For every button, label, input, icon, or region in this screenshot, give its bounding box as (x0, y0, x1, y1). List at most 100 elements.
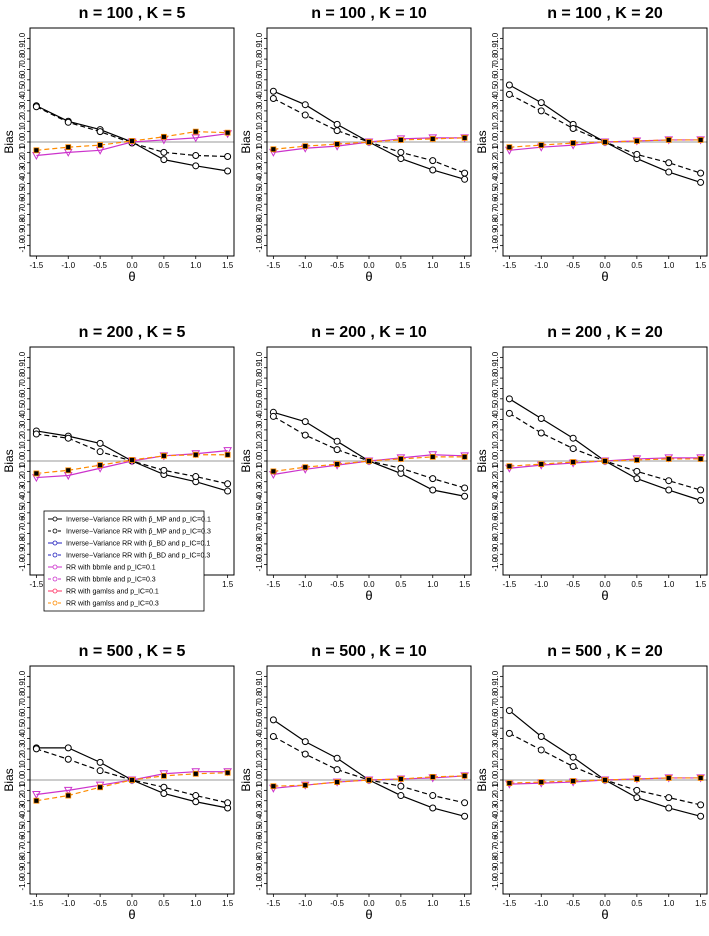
y-tick-label: -0.9 (255, 547, 264, 561)
series-point-GAM03 (129, 457, 135, 463)
x-tick-label: 1.0 (190, 261, 202, 270)
series-point-IVMP03 (633, 786, 641, 794)
x-tick-label: 1.5 (222, 261, 234, 270)
y-tick-label: 0.1 (491, 445, 500, 457)
x-tick-label: 0.5 (631, 899, 643, 908)
series-point-GAM03 (461, 134, 468, 141)
series-point-IVMP03 (665, 159, 673, 167)
series-point-IVMP03 (160, 783, 168, 791)
y-tick-label: -0.5 (255, 505, 264, 519)
panel-9: n = 500 , K = 20-1.0-0.9-0.8-0.7-0.6-0.5… (475, 643, 708, 922)
series-point-IVMP01 (537, 415, 545, 423)
x-axis-label: θ (601, 588, 608, 603)
y-tick-label: -0.8 (18, 855, 27, 869)
y-tick-label: -0.3 (255, 485, 264, 499)
y-tick-label: 0.2 (18, 115, 27, 127)
series-point-GAM03 (270, 783, 277, 790)
y-tick-label: 0.8 (18, 372, 27, 384)
series-point-GAM03 (602, 458, 608, 464)
y-tick-label: 0.7 (491, 382, 500, 394)
series-point-GAM03 (334, 461, 341, 468)
y-tick-label: -0.2 (491, 474, 500, 488)
y-tick-label: -0.8 (18, 217, 27, 231)
series-point-IVMP01 (301, 418, 309, 426)
series-point-IVMP01 (64, 744, 72, 752)
y-tick-label: -1.0 (18, 557, 27, 571)
x-tick-label: 1.0 (427, 899, 439, 908)
y-tick-label: -0.1 (18, 145, 27, 159)
y-tick-label: -1.0 (255, 876, 264, 890)
x-tick-label: 0.0 (363, 580, 375, 589)
series-point-GAM03 (97, 462, 104, 469)
y-tick-label: 1.0 (491, 351, 500, 363)
y-tick-label: -0.4 (18, 176, 27, 190)
series-point-IVMP03 (505, 409, 513, 417)
y-tick-label: -0.1 (255, 145, 264, 159)
y-tick-label: 0.6 (491, 74, 500, 86)
x-tick-label: 0.0 (599, 580, 611, 589)
series-point-IVMP03 (224, 153, 232, 161)
x-axis-label: θ (128, 907, 135, 922)
y-tick-label: -0.1 (491, 464, 500, 478)
series-point-GAM03 (366, 777, 372, 783)
x-tick-label: 1.5 (695, 899, 707, 908)
x-axis-label: θ (365, 269, 372, 284)
y-tick-label: -0.1 (491, 783, 500, 797)
series-line-IVMP01 (508, 710, 701, 817)
series-point-IVMP01 (269, 716, 277, 724)
y-axis-label: Bias (239, 130, 253, 153)
y-tick-label: -0.9 (18, 866, 27, 880)
y-tick-label: 1.0 (255, 351, 264, 363)
legend-box (43, 510, 205, 612)
series-point-GAM03 (270, 468, 277, 475)
series-point-IVMP03 (429, 475, 437, 483)
y-tick-label: 0.1 (491, 764, 500, 776)
y-tick-label: 0.2 (491, 115, 500, 127)
series-line-IVMP01 (509, 84, 701, 183)
y-tick-label: 0.4 (255, 413, 264, 425)
series-point-GAM03 (366, 458, 372, 464)
panel-7: n = 500 , K = 5-1.0-0.9-0.8-0.7-0.6-0.5-… (2, 643, 235, 922)
y-tick-label: 0.7 (255, 63, 264, 75)
series-point-IVMP01 (697, 178, 705, 186)
y-tick-label: -0.5 (491, 505, 500, 519)
y-tick-label: -0.6 (491, 835, 500, 849)
y-axis-label: Bias (2, 130, 16, 153)
y-tick-label: -1.0 (18, 876, 27, 890)
y-tick-label: 0.5 (491, 722, 500, 734)
y-tick-label: -0.7 (491, 207, 500, 221)
y-tick-label: 0.6 (491, 712, 500, 724)
y-tick-label: 0.4 (491, 732, 500, 744)
series-point-GAM03 (366, 139, 372, 145)
x-tick-label: 0.0 (126, 899, 138, 908)
y-tick-label: -0.6 (18, 197, 27, 211)
y-tick-label: -1.0 (491, 238, 500, 252)
y-tick-label: 0.8 (255, 372, 264, 384)
x-tick-label: -1.5 (502, 580, 516, 589)
y-tick-label: 0.1 (18, 126, 27, 138)
legend-marker (52, 600, 58, 606)
x-tick-label: -1.5 (266, 580, 280, 589)
y-tick-label: -0.4 (491, 176, 500, 190)
series-point-IVMP03 (461, 799, 469, 807)
series-point-IVMP03 (665, 794, 673, 802)
y-axis-label: Bias (2, 449, 16, 472)
y-tick-label: -0.2 (18, 474, 27, 488)
y-tick-label: 0.1 (255, 126, 264, 138)
y-tick-label: 0.3 (491, 743, 500, 755)
series-point-IVMP01 (633, 475, 641, 483)
y-tick-label: 0.9 (491, 681, 500, 693)
series-point-GAM03 (65, 792, 72, 799)
series-point-IVMP03 (301, 111, 309, 119)
series-point-IVMP01 (537, 99, 545, 107)
series-point-GAM03 (192, 770, 199, 777)
y-tick-label: 0.0 (18, 136, 27, 148)
series-point-GAM03 (429, 453, 436, 460)
series-point-GAM03 (270, 146, 277, 153)
series-point-IVMP01 (461, 175, 469, 183)
series-point-GAM03 (665, 456, 672, 462)
series-point-IVMP01 (397, 155, 405, 163)
panel-title: n = 200 , K = 5 (79, 324, 186, 341)
legend-marker (52, 552, 58, 558)
y-axis-label: Bias (239, 768, 253, 791)
